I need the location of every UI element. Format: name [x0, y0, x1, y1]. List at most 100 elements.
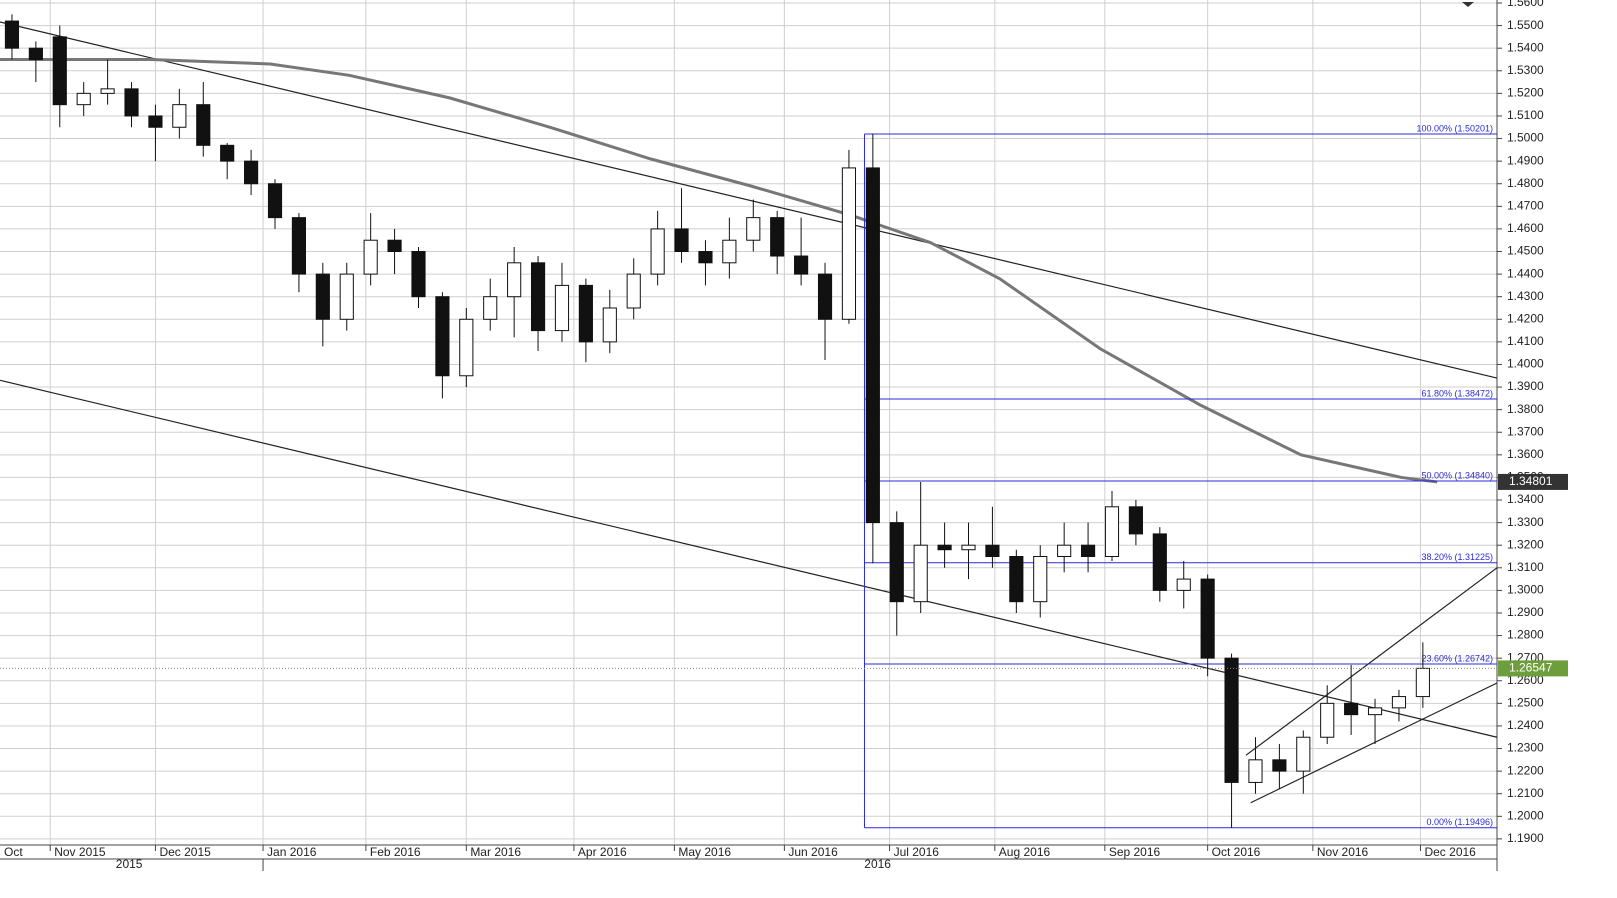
y-tick-label: 1.4700 — [1507, 198, 1544, 212]
candle-body — [220, 144, 235, 162]
candle-body — [554, 284, 570, 332]
trendline — [0, 21, 1498, 379]
y-tick-label: 1.4500 — [1507, 244, 1544, 258]
candle-body — [100, 88, 115, 94]
y-tick-label: 1.5000 — [1507, 131, 1544, 145]
x-tick-label: Oct 2016 — [1212, 845, 1261, 859]
candle-body — [889, 522, 904, 603]
y-tick-label: 1.4000 — [1507, 357, 1544, 371]
y-tick-label: 1.1900 — [1507, 831, 1544, 845]
candle-body — [4, 20, 20, 49]
candle-body — [626, 273, 641, 309]
price-tag — [1498, 473, 1568, 490]
y-tick-label: 1.3000 — [1507, 583, 1544, 597]
y-tick-label: 1.3600 — [1507, 447, 1544, 461]
x-tick-label: Nov 2016 — [1317, 845, 1369, 859]
candle-body — [76, 92, 91, 106]
x-tick-label: Sep 2016 — [1109, 845, 1161, 859]
fib-label: 23.60% (1.26742) — [1421, 653, 1493, 663]
year-label: 2016 — [864, 857, 891, 871]
candle-body — [1176, 578, 1191, 591]
candle-body — [1272, 759, 1287, 772]
y-tick-label: 1.3100 — [1507, 560, 1544, 574]
x-tick-label: Oct — [4, 845, 23, 859]
x-tick-label: Jul 2016 — [894, 845, 940, 859]
candle-body — [985, 544, 1000, 558]
y-tick-label: 1.2300 — [1507, 741, 1544, 755]
candle-body — [770, 217, 785, 257]
y-tick-label: 1.5300 — [1507, 63, 1544, 77]
candle-body — [148, 115, 163, 128]
y-tick-label: 1.2600 — [1507, 673, 1544, 687]
candle-body — [1224, 657, 1239, 783]
trendline — [0, 379, 1498, 738]
y-tick-label: 1.5100 — [1507, 108, 1544, 122]
y-tick-label: 1.5500 — [1507, 18, 1544, 32]
y-tick-label: 1.2500 — [1507, 696, 1544, 710]
x-tick-label: Dec 2016 — [1424, 845, 1476, 859]
x-tick-label: Dec 2015 — [159, 845, 211, 859]
plot-background — [0, 0, 1497, 845]
candle-body — [722, 239, 737, 264]
y-tick-label: 1.3900 — [1507, 379, 1544, 393]
candle-body — [435, 296, 450, 377]
y-tick-label: 1.5200 — [1507, 86, 1544, 100]
fib-label: 100.00% (1.50201) — [1416, 123, 1493, 133]
candle-body — [196, 104, 211, 146]
y-tick-label: 1.4100 — [1507, 334, 1544, 348]
price-tag-label: 1.34801 — [1509, 474, 1553, 488]
x-tick-label: Jan 2016 — [267, 845, 317, 859]
moving-average — [0, 57, 1438, 484]
candle-body — [1104, 506, 1120, 558]
fib-label: 0.00% (1.19496) — [1426, 817, 1493, 827]
candle-body — [1367, 707, 1383, 716]
fib-label: 61.80% (1.38472) — [1421, 388, 1493, 398]
y-tick-label: 1.4400 — [1507, 266, 1544, 280]
candle-body — [1009, 556, 1024, 603]
candle-body — [865, 167, 880, 524]
candle-body — [315, 273, 330, 320]
candle-body — [244, 160, 259, 185]
y-tick-label: 1.4900 — [1507, 153, 1544, 167]
y-tick-label: 1.2200 — [1507, 763, 1544, 777]
candle-body — [483, 296, 498, 320]
y-tick-label: 1.4200 — [1507, 311, 1544, 325]
candle-body — [459, 318, 474, 377]
candle-body — [52, 36, 67, 106]
x-tick-label: Jun 2016 — [788, 845, 838, 859]
y-tick-label: 1.5600 — [1507, 0, 1544, 9]
candle-body — [1033, 556, 1048, 603]
candle-body — [363, 239, 378, 275]
x-tick-label: Apr 2016 — [578, 845, 627, 859]
candle-body — [602, 307, 617, 343]
y-tick-label: 1.2400 — [1507, 718, 1544, 732]
candle-body — [817, 273, 833, 320]
y-tick-label: 1.3700 — [1507, 424, 1544, 438]
candle-body — [674, 228, 689, 253]
candle-body — [172, 104, 187, 128]
candle-body — [841, 167, 857, 320]
candle-body — [913, 544, 928, 603]
candle-body — [1128, 506, 1143, 535]
candle-body — [961, 544, 976, 551]
candle-body — [411, 251, 426, 298]
menu-arrow — [1462, 2, 1474, 7]
x-tick-label: May 2016 — [678, 845, 731, 859]
y-tick-label: 1.4600 — [1507, 221, 1544, 235]
x-tick-label: Nov 2015 — [54, 845, 106, 859]
candle-body — [698, 251, 713, 264]
candle-body — [507, 262, 522, 298]
candle-body — [650, 228, 665, 275]
candle-body — [794, 255, 809, 275]
candle-body — [1391, 696, 1407, 709]
y-tick-label: 1.2000 — [1507, 808, 1544, 822]
candle-body — [1415, 667, 1430, 698]
candle-body — [387, 239, 402, 253]
candle-body — [1152, 533, 1167, 591]
y-tick-label: 1.2800 — [1507, 628, 1544, 642]
y-tick-label: 1.4300 — [1507, 289, 1544, 303]
y-tick-label: 1.3800 — [1507, 402, 1544, 416]
candle-body — [124, 88, 139, 117]
trendline — [1245, 567, 1498, 756]
fib-label: 38.20% (1.31225) — [1421, 552, 1493, 562]
